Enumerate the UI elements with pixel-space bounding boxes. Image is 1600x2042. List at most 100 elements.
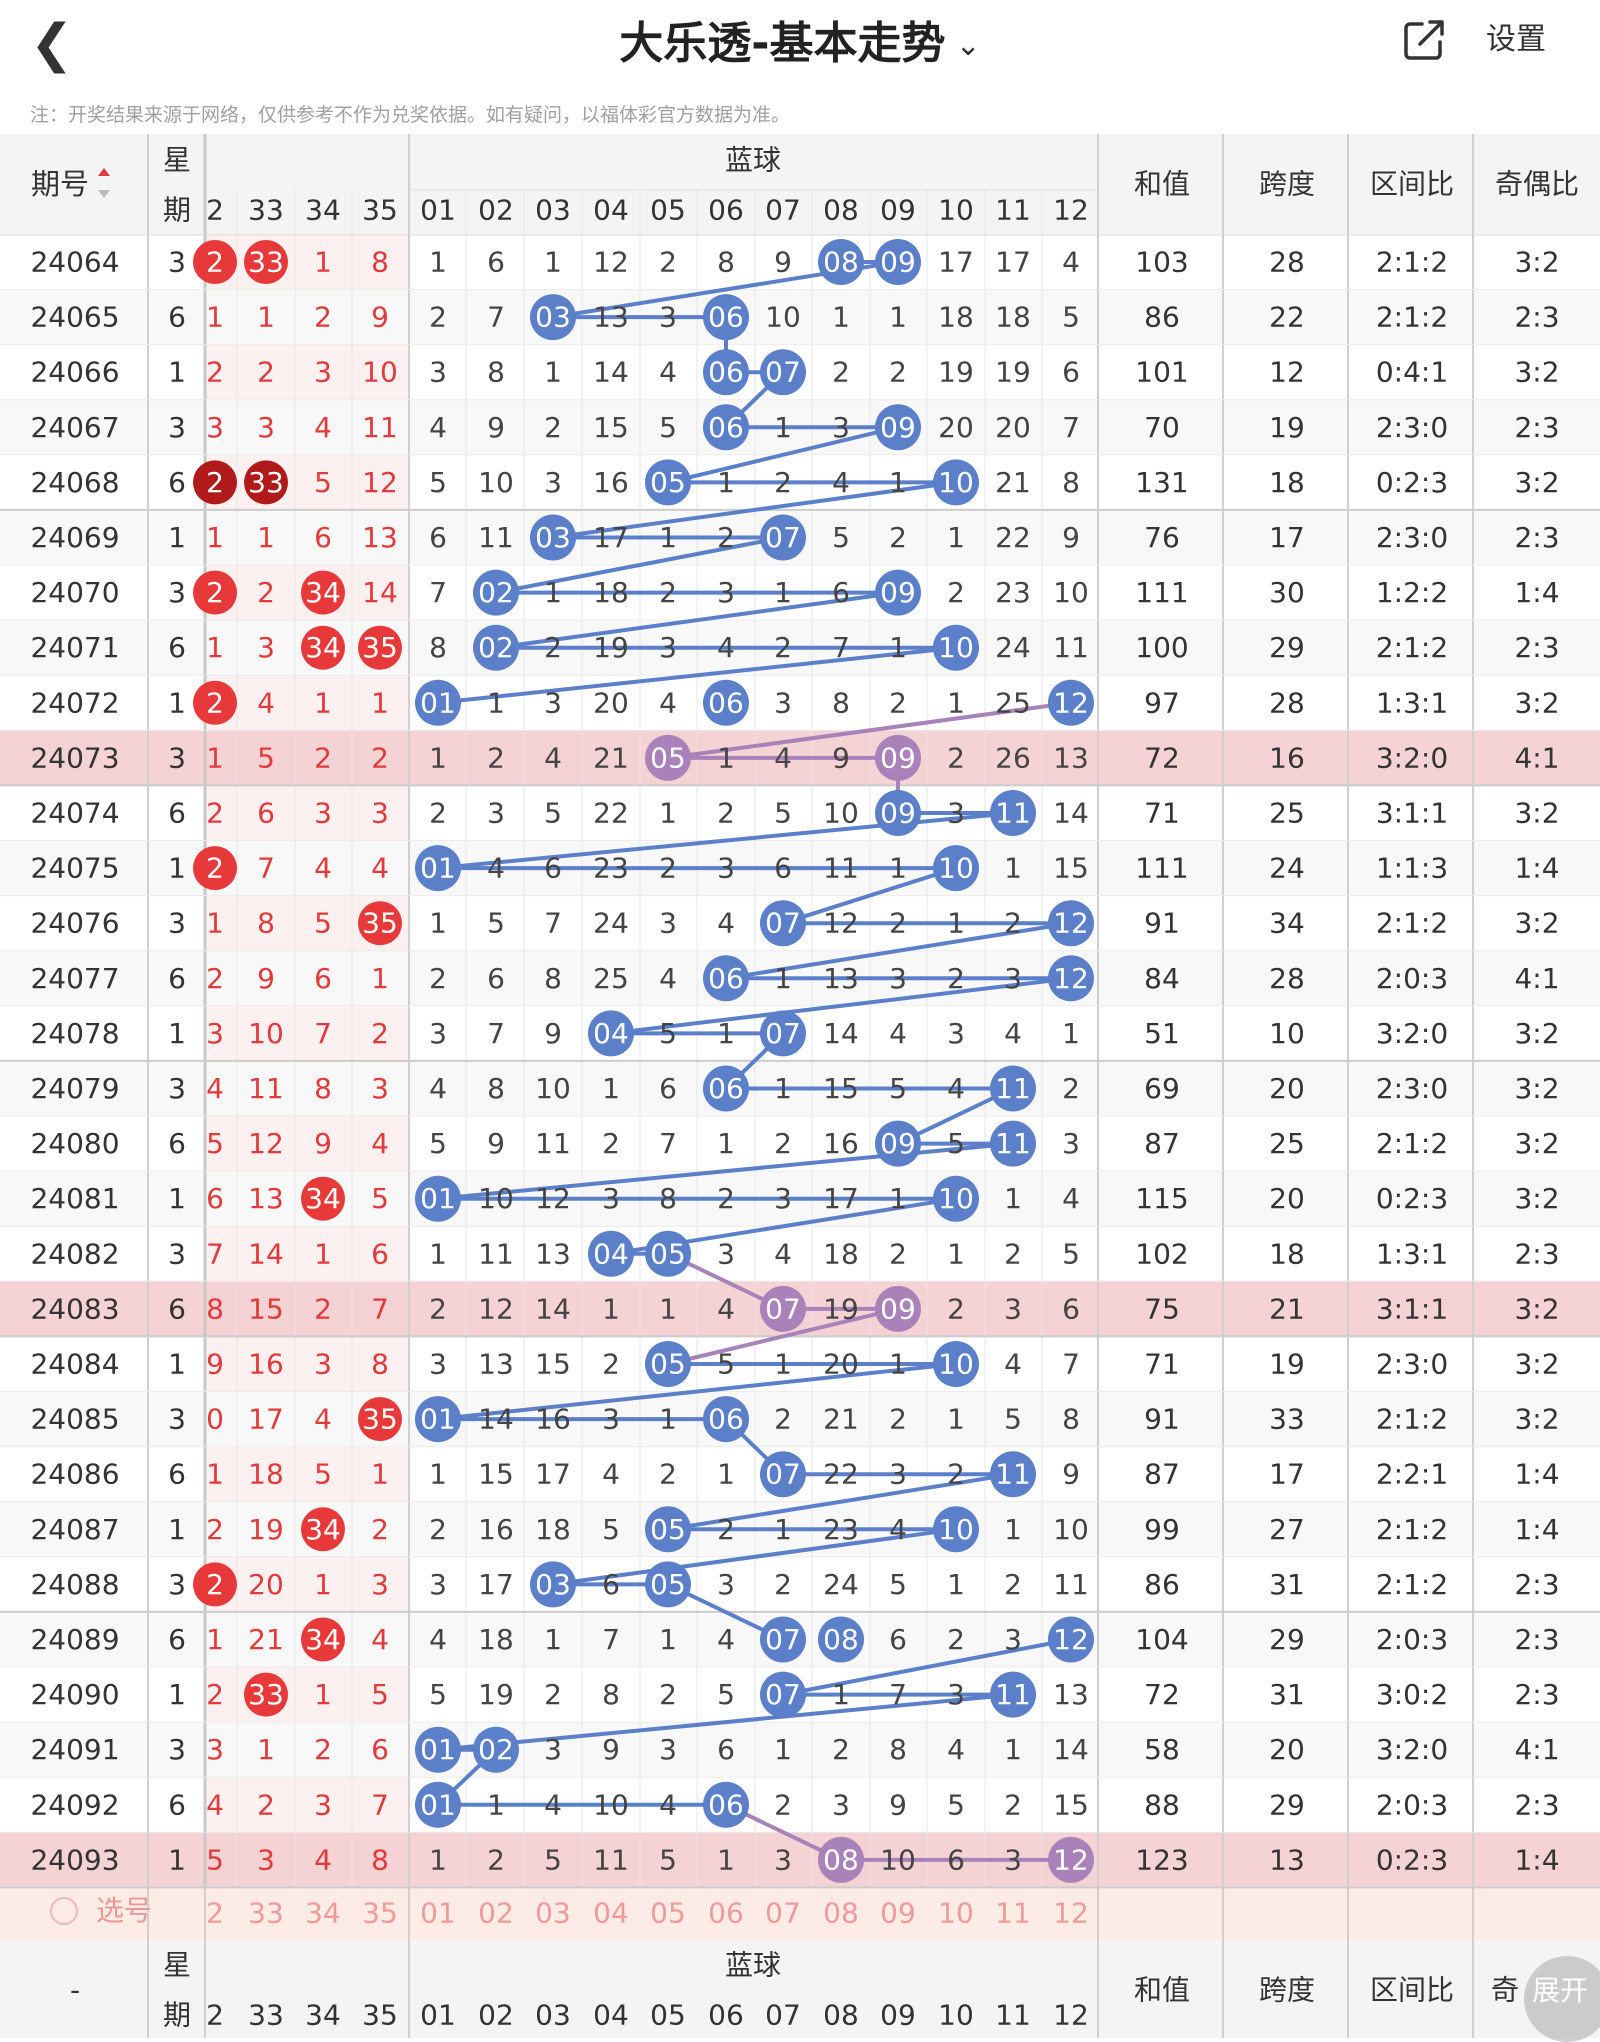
red-miss-count: 5 [314,907,332,940]
blue-miss-count: 2 [1004,1788,1022,1821]
red-col-header: 33 [248,194,284,227]
sum-value: 102 [1135,1237,1188,1270]
blue-ball [933,845,979,892]
zone-ratio-value: 3:1:1 [1376,1292,1448,1325]
red-ball [193,1562,237,1607]
trend-line [437,645,957,705]
blue-miss-count: 18 [478,1623,514,1656]
zone-ratio-value: 2:3:0 [1376,411,1448,444]
zone-ratio-value: 2:1:2 [1376,1127,1448,1160]
blue-miss-count: 1 [774,411,792,444]
blue-miss-count: 2 [889,1403,907,1436]
select-row-bg [0,1888,1600,1940]
settings-button[interactable]: 设置 [1486,22,1546,57]
blue-miss-count: 16 [478,1513,514,1546]
blue-miss-count: 1 [774,1348,792,1381]
issue-number: 24086 [30,1458,119,1491]
blue-ball [1048,679,1094,726]
red-miss-count: 8 [371,246,389,279]
page-title-dropdown[interactable]: 大乐透-基本走势 ⌄ [0,14,1600,76]
select-blue-number: 10 [938,1897,974,1930]
select-radio-icon[interactable] [50,1897,78,1925]
red-miss-count: 2 [257,1788,275,1821]
weekday-value: 1 [168,686,186,719]
blue-miss-count: 14 [593,356,629,389]
blue-miss-count: 1 [947,1403,965,1436]
blue-miss-count: 3 [774,1182,792,1215]
odd-even-value: 1:4 [1514,576,1559,609]
weekday-value: 1 [168,1678,186,1711]
odd-even-value: 1:4 [1514,1458,1559,1491]
blue-miss-count: 15 [1053,852,1089,885]
select-blue-number: 02 [478,1897,514,1930]
red-miss-count: 6 [314,962,332,995]
blue-miss-count: 16 [823,1127,859,1160]
issue-number: 24065 [30,301,119,334]
odd-even-value: 3:2 [1514,1292,1559,1325]
span-value: 33 [1269,1403,1305,1436]
blue-miss-count: 1 [889,852,907,885]
blue-miss-count: 10 [1053,1513,1089,1546]
blue-miss-count: 23 [593,852,629,885]
span-value: 13 [1269,1843,1305,1876]
blue-miss-count: 19 [823,1292,859,1325]
blue-miss-count: 6 [1062,1292,1080,1325]
blue-ball [875,790,921,836]
red-ball [358,625,402,670]
back-button[interactable]: ❮ [30,14,74,74]
blue-miss-count: 13 [535,1237,571,1270]
blue-miss-count: 5 [717,1348,735,1381]
red-miss-count: 3 [257,411,275,444]
span-value: 31 [1269,1678,1305,1711]
blue-miss-count: 5 [659,1017,677,1050]
blue-ball [588,1010,634,1057]
blue-ball-number: 09 [880,411,916,444]
blue-miss-count: 11 [478,1237,514,1270]
red-miss-count: 2 [314,1733,332,1766]
blue-miss-count: 3 [429,1348,447,1381]
span-value: 27 [1269,1513,1305,1546]
blue-miss-count: 1 [1004,1733,1022,1766]
blue-ball [990,1120,1036,1167]
issue-number: 24067 [30,411,119,444]
sum-value: 75 [1144,1292,1180,1325]
blue-miss-count: 2 [889,907,907,940]
blue-miss-count: 1 [429,1458,447,1491]
red-miss-count: 10 [248,1017,284,1050]
blue-ball [703,294,749,341]
sort-down-icon [98,190,110,198]
blue-miss-count: 8 [1062,466,1080,499]
red-miss-count: 8 [371,1348,389,1381]
span-value: 21 [1269,1292,1305,1325]
blue-miss-count: 2 [947,1292,965,1325]
red-miss-count: 1 [206,631,224,664]
span-value: 12 [1269,356,1305,389]
issue-number: 24068 [30,466,119,499]
trend-line [437,1362,957,1422]
blue-miss-count: 1 [947,521,965,554]
sum-value: 103 [1135,246,1188,279]
blue-miss-count: 2 [429,797,447,830]
blue-miss-count: 17 [478,1568,514,1601]
select-number-label[interactable]: 选号 [96,1894,153,1927]
blue-miss-count: 4 [659,356,677,389]
odd-even-value: 2:3 [1514,1237,1559,1270]
share-icon[interactable] [1400,16,1448,64]
red-miss-count: 1 [206,1458,224,1491]
blue-miss-count: 8 [1062,1403,1080,1436]
blue-ball-number: 11 [995,1127,1031,1160]
select-blue-number: 12 [1053,1897,1089,1930]
sum-value: 71 [1144,797,1180,830]
odd-even-value: 4:1 [1514,962,1559,995]
blue-miss-count: 4 [544,1788,562,1821]
blue-col-header: 07 [765,194,801,227]
blue-miss-count: 3 [889,1458,907,1491]
red-ball-number: 34 [305,576,341,609]
red-ball [244,460,288,505]
sum-value: 70 [1144,411,1180,444]
blue-miss-count: 9 [602,1733,620,1766]
blue-miss-count: 1 [774,1513,792,1546]
expand-button[interactable]: 展开 [1524,1956,1600,2042]
blue-miss-count: 3 [717,1568,735,1601]
trend-line [667,700,1072,760]
